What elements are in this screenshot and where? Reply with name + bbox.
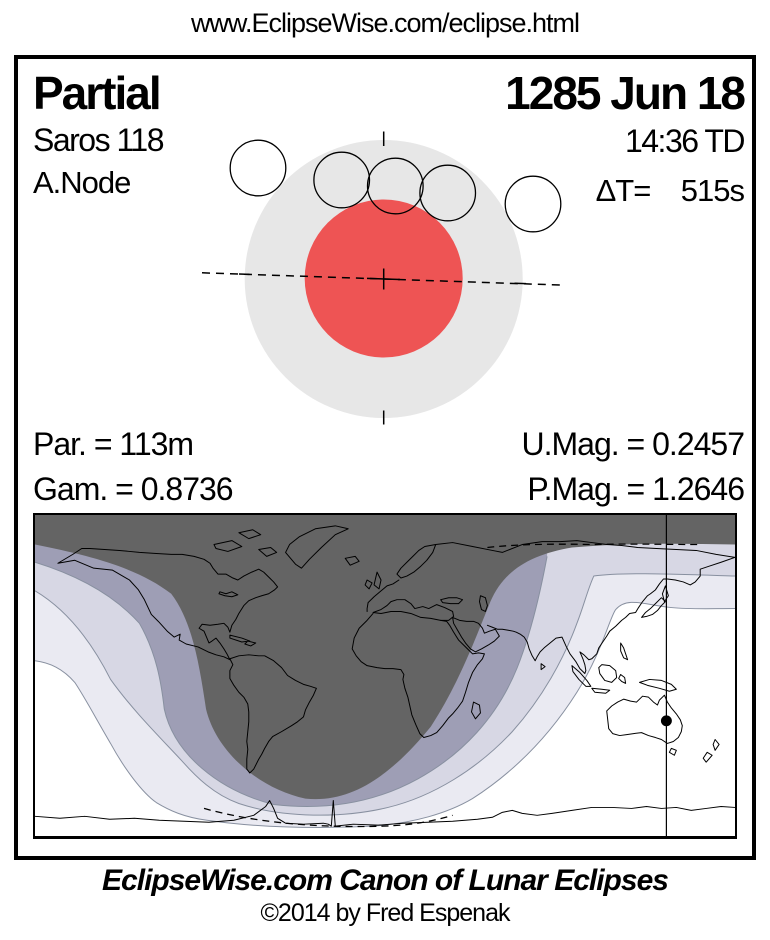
visibility-map-svg xyxy=(35,515,735,836)
coast-greenland xyxy=(285,525,349,569)
node-label: A.Node xyxy=(33,165,131,200)
eclipse-card: Partial 1285 Jun 18 Saros 118 14:36 TD A… xyxy=(14,55,756,860)
moon-circle xyxy=(419,164,477,222)
zenith-point-dot xyxy=(660,715,672,727)
coast-asia-north xyxy=(435,540,735,558)
coast-scandinavia xyxy=(396,544,437,579)
coast-antarctica xyxy=(35,800,735,827)
ecliptic-dashed-line xyxy=(201,272,566,286)
contact-curve-dashed-top xyxy=(487,543,700,549)
coast-asia-east xyxy=(486,556,735,675)
coast-madagascar xyxy=(471,701,481,720)
no-eclipse-zone-dark xyxy=(35,515,735,800)
umag-stat: U.Mag. = 0.2457 xyxy=(521,426,745,462)
page-url: www.EclipseWise.com/eclipse.html xyxy=(190,8,580,38)
moon-circle xyxy=(366,157,424,215)
zone-boundary-inner xyxy=(35,556,548,807)
saros-label: Saros 118 xyxy=(33,122,165,158)
copyright-notice: ©2014 by Fred Espenak xyxy=(260,899,511,927)
coast-arabia xyxy=(452,616,500,653)
pmag-stat: P.Mag. = 1.2646 xyxy=(527,471,745,507)
delta-t-label: ΔT= 515s xyxy=(595,173,745,208)
coast-southeast-asia xyxy=(540,642,677,694)
visibility-map xyxy=(33,513,737,839)
coast-south-america xyxy=(229,654,317,774)
coast-africa xyxy=(351,612,485,739)
contact-curve-dashed-bottom xyxy=(203,807,453,828)
coast-inland-seas xyxy=(440,595,488,612)
moon-circle xyxy=(313,151,371,209)
moon-circle xyxy=(504,175,562,233)
coastlines xyxy=(35,525,735,827)
eclipse-geometry-diagram xyxy=(201,131,566,425)
coast-west-europe xyxy=(366,579,400,612)
gam-stat: Gam. = 0.8736 xyxy=(33,471,234,507)
coast-japan xyxy=(641,585,669,618)
time-label: 14:36 TD xyxy=(624,123,746,159)
coast-islands xyxy=(213,529,382,647)
coast-mediterranean xyxy=(372,599,455,621)
coast-australia xyxy=(606,694,720,763)
eclipse-date-label: 1285 Jun 18 xyxy=(505,67,746,119)
zone-boundary-mid xyxy=(35,573,735,816)
moon-circle xyxy=(229,139,287,197)
eclipse-type-label: Partial xyxy=(33,67,162,119)
coast-north-america xyxy=(57,547,279,661)
canon-title: EclipseWise.com Canon of Lunar Eclipses xyxy=(102,864,669,897)
moon-path-circles xyxy=(229,139,562,233)
par-stat: Par. = 113m xyxy=(33,426,194,462)
